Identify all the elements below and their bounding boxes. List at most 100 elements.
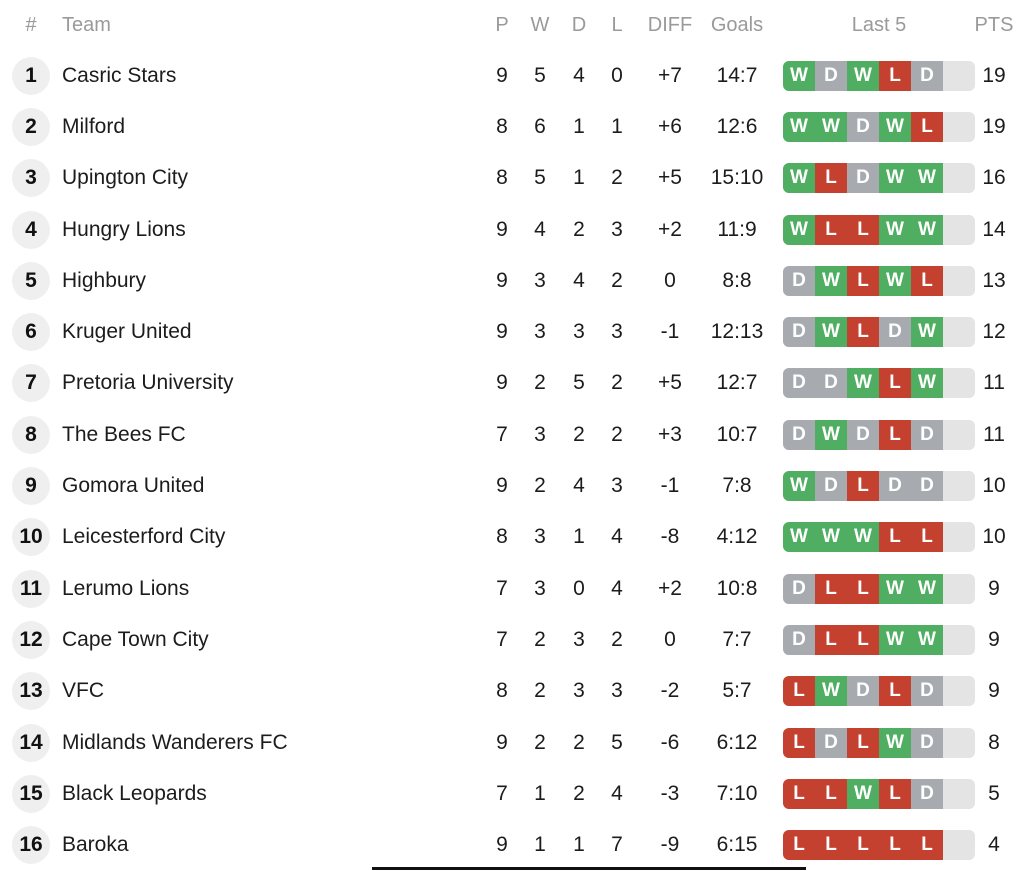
team-name[interactable]: Highbury	[62, 268, 147, 292]
header-rank: #	[25, 13, 37, 36]
goal-difference-cell: -9	[660, 833, 680, 857]
form-result-badge: L	[879, 778, 911, 809]
form-result-badge: W	[847, 522, 879, 553]
form-result-badge: W	[879, 727, 911, 758]
table-row[interactable]: 15 Black Leopards 7 1 2 4 -3 7:10 L L W L D 5	[0, 768, 1024, 819]
form-result-badge: W	[911, 573, 943, 604]
form-result-badge: W	[911, 214, 943, 245]
form-result-badge: L	[879, 419, 911, 450]
form-result-badge: D	[783, 624, 815, 655]
goals-cell: 14:7	[716, 63, 758, 87]
draws-cell: 3	[573, 320, 585, 344]
form-result-badge: W	[783, 60, 815, 91]
table-row[interactable]: 10 Leicesterford City 8 3 1 4 -8 4:12 W W W L L 10	[0, 512, 1024, 563]
table-row[interactable]: 2 Milford 8 6 1 1 +6 12:6 W W D W L 19	[0, 101, 1024, 152]
team-name[interactable]: Milford	[62, 114, 126, 138]
form-result-badge: W	[783, 163, 815, 194]
home-indicator-bar	[372, 867, 806, 870]
form-result-badge: W	[783, 214, 815, 245]
draws-cell: 1	[573, 166, 585, 190]
form-result-badge: W	[815, 317, 847, 348]
team-name[interactable]: Gomora United	[62, 474, 205, 498]
rank-badge: 9	[12, 467, 50, 506]
losses-cell: 4	[611, 525, 623, 549]
goal-difference-cell: -6	[660, 730, 680, 754]
table-row[interactable]: 14 Midlands Wanderers FC 9 2 2 5 -6 6:12 L D L W D 8	[0, 717, 1024, 768]
rank-badge: 15	[12, 774, 50, 813]
form-result-badge: L	[815, 163, 847, 194]
played-cell: 8	[496, 114, 508, 138]
team-name[interactable]: Cape Town City	[62, 627, 209, 651]
table-row[interactable]: 8 The Bees FC 7 3 2 2 +3 10:7 D W D L D 11	[0, 409, 1024, 460]
rank-badge: 8	[12, 415, 50, 454]
table-body: 1 Casric Stars 9 5 4 0 +7 14:7 W D W L D 19 2 Milford 8 6…	[0, 50, 1024, 871]
form-result-badge: W	[847, 778, 879, 809]
form-result-badge: W	[911, 163, 943, 194]
wins-cell: 2	[534, 371, 546, 395]
form-result-badge: W	[783, 471, 815, 502]
team-name[interactable]: Kruger United	[62, 320, 192, 344]
rank-badge: 4	[12, 210, 50, 249]
table-row[interactable]: 3 Upington City 8 5 1 2 +5 15:10 W L D W W 16	[0, 153, 1024, 204]
form-result-badge: D	[879, 317, 911, 348]
table-row[interactable]: 11 Lerumo Lions 7 3 0 4 +2 10:8 D L L W W 9	[0, 563, 1024, 614]
goals-cell: 6:12	[716, 730, 758, 754]
form-result-badge: L	[815, 778, 847, 809]
table-row[interactable]: 5 Highbury 9 3 4 2 0 8:8 D W L W L 13	[0, 255, 1024, 306]
played-cell: 9	[496, 268, 508, 292]
form-result-badge: D	[815, 727, 847, 758]
team-name[interactable]: Upington City	[62, 166, 189, 190]
team-name[interactable]: Hungry Lions	[62, 217, 186, 241]
team-name[interactable]: Black Leopards	[62, 781, 207, 805]
table-row[interactable]: 1 Casric Stars 9 5 4 0 +7 14:7 W D W L D 19	[0, 50, 1024, 101]
losses-cell: 2	[611, 422, 623, 446]
points-cell: 12	[982, 320, 1006, 344]
team-name[interactable]: Midlands Wanderers FC	[62, 730, 288, 754]
team-name[interactable]: The Bees FC	[62, 422, 186, 446]
team-name[interactable]: Baroka	[62, 833, 129, 857]
table-row[interactable]: 7 Pretoria University 9 2 5 2 +5 12:7 D D W L W 11	[0, 358, 1024, 409]
points-cell: 8	[988, 730, 1000, 754]
team-name[interactable]: Casric Stars	[62, 63, 177, 87]
form-result-badge: D	[783, 368, 815, 399]
table-row[interactable]: 12 Cape Town City 7 2 3 2 0 7:7 D L L W W 9	[0, 614, 1024, 665]
team-name[interactable]: Leicesterford City	[62, 525, 226, 549]
losses-cell: 0	[611, 63, 623, 87]
played-cell: 7	[496, 781, 508, 805]
goals-cell: 15:10	[710, 166, 764, 190]
form-result-badge: L	[847, 624, 879, 655]
table-row[interactable]: 4 Hungry Lions 9 4 2 3 +2 11:9 W L L W W 14	[0, 204, 1024, 255]
team-name[interactable]: VFC	[62, 679, 104, 703]
rank-badge: 14	[12, 723, 50, 762]
table-row[interactable]: 16 Baroka 9 1 1 7 -9 6:15 L L L L L 4	[0, 819, 1024, 870]
draws-cell: 3	[573, 627, 585, 651]
form-result-badge: W	[879, 265, 911, 296]
team-name[interactable]: Pretoria University	[62, 371, 234, 395]
form-result-badge: W	[879, 624, 911, 655]
goals-cell: 10:7	[716, 422, 758, 446]
table-row[interactable]: 6 Kruger United 9 3 3 3 -1 12:13 D W L D W 12	[0, 306, 1024, 357]
team-name[interactable]: Lerumo Lions	[62, 576, 190, 600]
form-result-badge: L	[911, 830, 943, 861]
rank-badge: 3	[12, 159, 50, 198]
points-cell: 19	[982, 63, 1006, 87]
losses-cell: 3	[611, 679, 623, 703]
points-cell: 9	[988, 627, 1000, 651]
table-row[interactable]: 13 VFC 8 2 3 3 -2 5:7 L W D L D 9	[0, 666, 1024, 717]
rank-cell: 11	[12, 563, 50, 614]
points-cell: 19	[982, 114, 1006, 138]
wins-cell: 2	[534, 474, 546, 498]
form-result-badge: W	[783, 522, 815, 553]
table-row[interactable]: 9 Gomora United 9 2 4 3 -1 7:8 W D L D D 10	[0, 460, 1024, 511]
points-cell: 13	[982, 268, 1006, 292]
goals-cell: 12:7	[716, 371, 758, 395]
